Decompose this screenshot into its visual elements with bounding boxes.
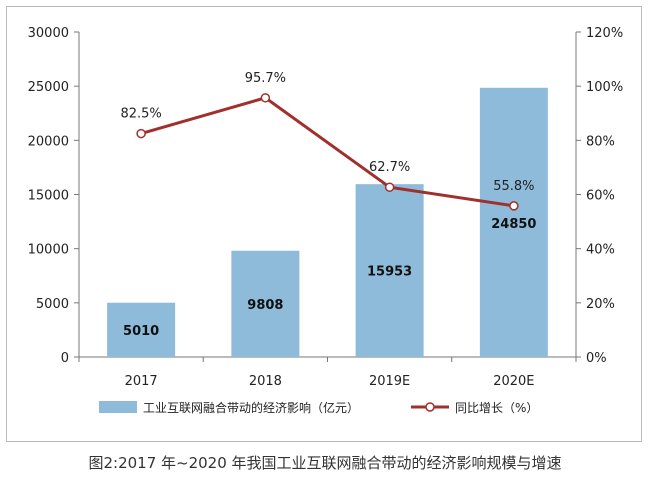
left-tick-label: 30000	[28, 26, 69, 41]
right-tick-label: 80%	[586, 134, 615, 149]
bar-value-label: 9808	[247, 298, 283, 313]
growth-point	[384, 182, 395, 192]
right-tick-label: 60%	[586, 189, 615, 204]
growth-value-label: 95.7%	[245, 71, 286, 86]
x-tick-label: 2017	[125, 374, 158, 389]
growth-point	[136, 128, 146, 139]
x-tick-label: 2020E	[493, 374, 534, 389]
growth-point	[260, 93, 271, 103]
growth-point	[509, 201, 519, 211]
growth-line	[140, 96, 515, 208]
legend-bar-label: 工业互联网融合带动的经济影响（亿元）	[143, 400, 359, 415]
legend-line-label: 同比增长（%）	[455, 401, 538, 415]
bar	[107, 302, 176, 357]
bar	[355, 184, 424, 357]
right-tick-label: 40%	[586, 243, 615, 258]
left-tick-label: 10000	[28, 243, 69, 258]
bar-value-label: 15953	[367, 265, 412, 280]
right-tick-label: 20%	[586, 297, 615, 312]
legend-line-marker	[425, 402, 435, 412]
right-tick-label: 0%	[586, 351, 607, 366]
chart: 0 5000 10000 15000 20000 25000 30000 0% 20% 40% 60…	[28, 26, 624, 415]
right-tick-label: 100%	[586, 80, 623, 95]
growth-value-label: 82.5%	[120, 107, 161, 122]
left-tick-label: 5000	[36, 297, 69, 312]
bar	[231, 250, 300, 357]
bar-value-label: 5010	[123, 324, 159, 339]
x-tick-label: 2019E	[369, 374, 410, 389]
left-tick-label: 15000	[28, 189, 69, 204]
left-tick-label: 25000	[28, 80, 69, 95]
left-tick-label: 0	[61, 351, 69, 366]
right-tick-label: 120%	[586, 26, 623, 41]
legend-bar-swatch	[99, 401, 137, 413]
left-tick-label: 20000	[28, 134, 69, 149]
bar-value-label: 24850	[491, 217, 536, 232]
bar	[479, 87, 548, 358]
growth-value-label: 55.8%	[493, 179, 534, 194]
x-tick-label: 2018	[249, 374, 282, 389]
chart-frame: 0 5000 10000 15000 20000 25000 30000 0% 20% 40% 60…	[6, 6, 642, 442]
growth-value-label: 62.7%	[369, 160, 410, 175]
figure-caption: 图2:2017 年~2020 年我国工业互联网融合带动的经济影响规模与增速	[88, 454, 562, 472]
